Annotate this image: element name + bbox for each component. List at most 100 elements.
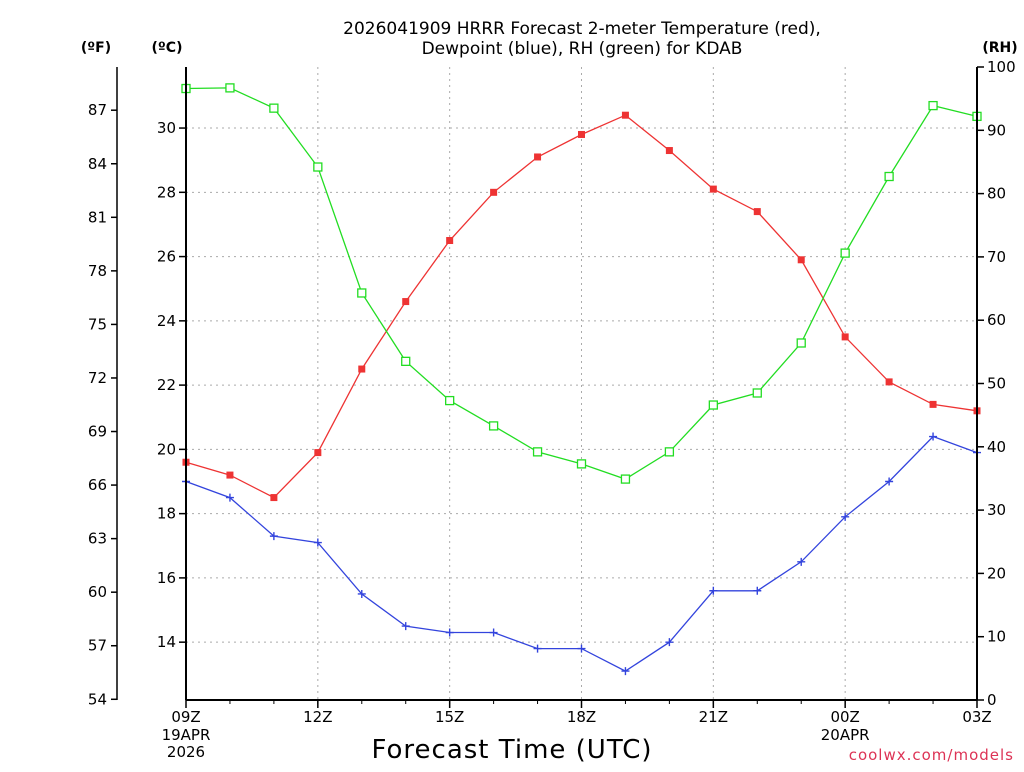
rh-tick-label: 0 [987,691,997,709]
celsius-unit-label: (ºC) [152,40,183,56]
temperature-data-point [841,333,849,341]
dewpoint-data-point [621,667,630,676]
temperature-data-point [929,400,937,408]
temperature-data-point [709,185,717,193]
rh-data-point [620,474,631,484]
temperature-data-point [270,494,278,502]
grid-lines [186,67,977,700]
axes: 14 16 18 20 22 24 26 28 30 54 57 60 63 66 69 72 75 78 81 84… [88,58,1016,761]
rh-tick-label: 60 [987,311,1006,329]
dewpoint-data-point [313,538,322,547]
x-tick-label: 12Z [303,708,332,726]
rh-unit-label: (RH) [982,40,1017,56]
temperature-data-point [402,298,410,306]
fahrenheit-tick-label: 57 [88,637,107,655]
rh-data-point [664,447,675,457]
chart-title-line-1: 2026041909 HRRR Forecast 2-meter Tempera… [343,19,821,39]
temperature-data-point [358,365,366,373]
rh-data-point [796,338,806,348]
temperature-data-point [446,237,454,245]
date-label: 20APR [821,726,870,744]
fahrenheit-tick-label: 75 [88,315,107,333]
rh-data-point [445,395,455,406]
rh-tick-label: 90 [987,121,1006,139]
celsius-tick-label: 22 [157,376,176,394]
fahrenheit-tick-label: 54 [88,690,107,708]
celsius-tick-label: 14 [157,633,176,651]
celsius-tick-label: 18 [157,505,176,523]
x-tick-label: 00Z [830,708,859,726]
temperature-data-point [621,111,629,119]
celsius-tick-label: 28 [157,183,176,201]
celsius-tick-label: 30 [157,119,176,137]
x-tick-label: 15Z [435,708,464,726]
rh-tick-label: 20 [987,564,1006,582]
dewpoint-data-point [929,432,938,441]
date-label: 2026 [167,743,205,761]
rh-data-point [357,288,367,298]
dewpoint-data-point [577,644,586,653]
rh-tick-label: 50 [987,375,1006,393]
rh-tick-label: 10 [987,628,1006,646]
rh-tick-label: 70 [987,248,1006,266]
dewpoint-data-point [401,622,410,631]
dewpoint-data-point [533,644,542,653]
celsius-tick-label: 24 [157,312,176,330]
fahrenheit-tick-label: 60 [88,583,107,601]
rh-data-point [313,162,323,172]
series-layer [181,83,982,676]
dewpoint-data-point [709,586,718,595]
fahrenheit-tick-label: 66 [88,476,107,494]
temperature-data-point [753,208,761,216]
fahrenheit-tick-label: 78 [88,262,107,280]
rh-tick-label: 100 [987,58,1016,76]
source-credit: coolwx.com/models [849,746,1014,764]
dewpoint-data-point [269,532,278,541]
rh-data-point [884,171,894,182]
fahrenheit-tick-label: 63 [88,530,107,548]
temperature-data-point [797,256,805,264]
dewpoint-data-point [489,628,498,637]
fahrenheit-tick-label: 81 [88,208,107,226]
fahrenheit-tick-label: 72 [88,369,107,387]
dewpoint-data-point [753,586,762,595]
rh-data-point [269,103,279,113]
celsius-tick-label: 26 [157,248,176,266]
rh-data-point [840,248,850,258]
fahrenheit-tick-label: 69 [88,423,107,441]
dewpoint-data-point [225,493,234,502]
rh-tick-label: 40 [987,438,1006,456]
fahrenheit-tick-label: 87 [88,101,107,119]
rh-data-point [708,400,718,410]
rh-data-point [401,356,411,366]
rh-data-point [225,83,235,93]
fahrenheit-tick-label: 84 [88,155,107,173]
x-tick-label: 09Z [171,708,200,726]
dewpoint-data-point [665,638,674,647]
dewpoint-data-point [357,589,366,598]
dewpoint-data-point [797,557,806,566]
dewpoint-data-point [841,512,850,521]
rh-tick-label: 30 [987,501,1006,519]
temperature-data-point [578,130,585,138]
fahrenheit-unit-label: (ºF) [81,40,111,56]
x-axis-title: Forecast Time (UTC) [371,735,652,765]
rh-data-point [488,421,499,431]
x-tick-label: 21Z [699,708,728,726]
rh-data-point [576,459,587,469]
celsius-tick-label: 16 [157,569,176,587]
date-label: 19APR [162,726,211,744]
rh-data-point [752,388,762,398]
dewpoint-data-point [885,477,894,486]
temperature-data-point [885,378,893,386]
celsius-tick-label: 20 [157,440,176,458]
rh-tick-label: 80 [987,185,1006,203]
chart-title-line-2: Dewpoint (blue), RH (green) for KDAB [422,39,743,59]
rh-data-point [928,100,938,111]
x-tick-label: 18Z [567,708,596,726]
dewpoint-data-point [445,628,454,637]
temperature-data-point [534,153,542,161]
temperature-data-point [665,147,673,155]
rh-data-point [532,447,543,457]
